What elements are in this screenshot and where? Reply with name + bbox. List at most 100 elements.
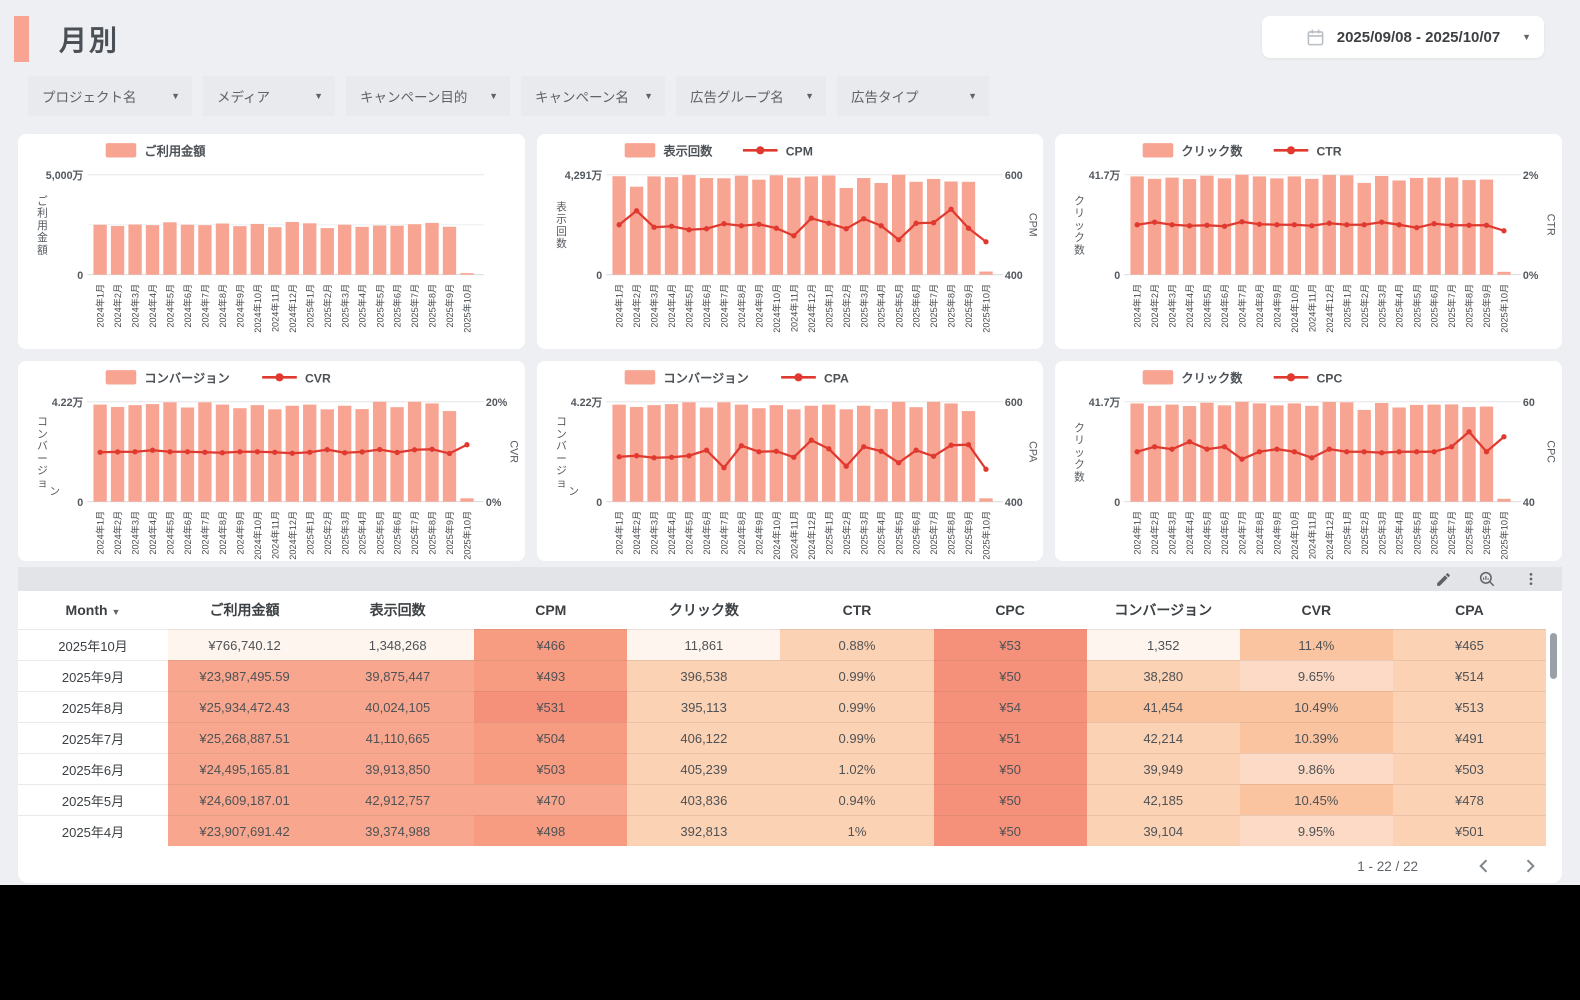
- cell-cpa: ¥514: [1392, 660, 1546, 691]
- svg-text:ョ: ョ: [37, 477, 48, 489]
- svg-text:2025年5月: 2025年5月: [1412, 511, 1423, 555]
- svg-text:2024年9月: 2024年9月: [1272, 511, 1283, 555]
- cell-ctr: 0.99%: [780, 660, 934, 691]
- svg-text:2025年5月: 2025年5月: [374, 284, 385, 328]
- filter-ad-group[interactable]: 広告グループ名 ▼: [676, 76, 826, 116]
- svg-text:2025年4月: 2025年4月: [1394, 511, 1405, 555]
- svg-text:2025年10月: 2025年10月: [1499, 284, 1510, 333]
- filter-project[interactable]: プロジェクト名 ▼: [28, 76, 192, 116]
- cell-impressions: 41,110,665: [321, 722, 475, 753]
- svg-text:2025年1月: 2025年1月: [304, 284, 315, 328]
- svg-text:2025年3月: 2025年3月: [858, 284, 869, 328]
- filter-campaign-name[interactable]: キャンペーン名 ▼: [521, 76, 665, 116]
- table-row: 2025年7月 ¥25,268,887.51 41,110,665 ¥504 406,1…: [18, 722, 1562, 753]
- svg-text:2024年3月: 2024年3月: [648, 511, 659, 555]
- column-header-cpm[interactable]: CPM: [535, 602, 567, 618]
- svg-text:2024年10月: 2024年10月: [771, 511, 782, 560]
- svg-text:2024年2月: 2024年2月: [112, 511, 123, 555]
- impressions-cpm-chart-plot: 表示回数 CPM 4,291万 0 600 400 CPM 表示回数 2024年1月 2024年2…: [556, 143, 1038, 333]
- column-header-ctr[interactable]: CTR: [842, 602, 872, 618]
- chevron-right-icon[interactable]: [1520, 856, 1540, 876]
- pagination: 1 - 22 / 22: [1357, 851, 1562, 881]
- svg-text:0: 0: [1115, 270, 1121, 282]
- clicks-cpc-chart: クリック数 CPC 41.7万 0 60 40 CPC クリック数 2024年1月 2024年2月…: [1055, 361, 1562, 561]
- svg-text:0: 0: [1115, 497, 1121, 509]
- column-header-cvr[interactable]: CVR: [1301, 602, 1332, 618]
- date-range-control[interactable]: 2025/09/08 - 2025/10/07 ▼: [1262, 16, 1544, 58]
- filter-label: 広告タイプ: [851, 90, 919, 105]
- svg-text:数: 数: [1074, 470, 1085, 483]
- dashboard: 月別 2025/09/08 - 2025/10/07 ▼ プロジェクト名 ▼ メディ…: [0, 0, 1580, 885]
- cell-conversions: 41,454: [1086, 691, 1240, 722]
- svg-text:2025年3月: 2025年3月: [339, 284, 350, 328]
- column-header-cost[interactable]: ご利用金額: [209, 602, 280, 618]
- cell-ctr: 1%: [780, 815, 934, 846]
- column-header-clicks[interactable]: クリック数: [668, 602, 739, 618]
- svg-text:クリック数: クリック数: [1182, 370, 1244, 385]
- svg-text:2024年7月: 2024年7月: [1237, 511, 1248, 555]
- svg-text:2024年10月: 2024年10月: [1289, 284, 1300, 333]
- filter-ad-type[interactable]: 広告タイプ ▼: [837, 76, 989, 116]
- svg-text:2025年3月: 2025年3月: [339, 511, 350, 555]
- svg-text:2025年9月: 2025年9月: [1481, 284, 1492, 328]
- chevron-left-icon[interactable]: [1474, 856, 1494, 876]
- cell-cpm: ¥531: [474, 691, 628, 722]
- cell-ctr: 1.02%: [780, 753, 934, 784]
- svg-text:2024年8月: 2024年8月: [736, 511, 747, 555]
- more-options-icon[interactable]: [1522, 570, 1540, 588]
- filter-campaign-objective[interactable]: キャンペーン目的 ▼: [346, 76, 510, 116]
- svg-text:2024年5月: 2024年5月: [683, 511, 694, 555]
- svg-text:2025年4月: 2025年4月: [875, 284, 886, 328]
- svg-text:2024年6月: 2024年6月: [1219, 284, 1230, 328]
- svg-text:2025年2月: 2025年2月: [322, 511, 333, 555]
- svg-text:ジ: ジ: [37, 465, 48, 477]
- cell-impressions: 39,875,447: [321, 660, 475, 691]
- svg-text:CTR: CTR: [1317, 144, 1342, 158]
- column-header-cpc[interactable]: CPC: [995, 602, 1025, 618]
- svg-text:2025年1月: 2025年1月: [1342, 284, 1353, 328]
- svg-text:2024年5月: 2024年5月: [1202, 284, 1213, 328]
- svg-text:2024年5月: 2024年5月: [683, 284, 694, 328]
- svg-text:数: 数: [556, 237, 567, 250]
- sort-desc-icon: ▼: [111, 607, 121, 617]
- svg-text:2024年1月: 2024年1月: [613, 284, 624, 328]
- svg-text:2024年12月: 2024年12月: [1324, 511, 1335, 560]
- pagination-label: 1 - 22 / 22: [1357, 858, 1418, 874]
- filter-media[interactable]: メディア ▼: [203, 76, 335, 116]
- svg-text:2024年8月: 2024年8月: [1254, 284, 1265, 328]
- svg-text:リ: リ: [1074, 208, 1085, 220]
- table-scrollbar[interactable]: [1550, 633, 1557, 679]
- cell-cvr: 9.65%: [1239, 660, 1393, 691]
- svg-text:2024年4月: 2024年4月: [1184, 511, 1195, 555]
- svg-text:2024年10月: 2024年10月: [252, 284, 263, 333]
- cell-clicks: 11,861: [627, 629, 781, 660]
- svg-text:4.22万: 4.22万: [52, 397, 84, 409]
- cell-ctr: 0.99%: [780, 722, 934, 753]
- svg-text:2025年9月: 2025年9月: [444, 284, 455, 328]
- svg-text:2024年11月: 2024年11月: [788, 284, 799, 332]
- svg-text:2024年9月: 2024年9月: [753, 511, 764, 555]
- cell-cost: ¥766,740.12: [168, 629, 322, 660]
- svg-text:2024年12月: 2024年12月: [287, 511, 298, 560]
- cell-cost: ¥24,495,165.81: [168, 753, 322, 784]
- svg-text:2024年9月: 2024年9月: [753, 284, 764, 328]
- column-header-cpa[interactable]: CPA: [1455, 602, 1484, 618]
- table-row: 2025年9月 ¥23,987,495.59 39,875,447 ¥493 396,5…: [18, 660, 1562, 691]
- column-header-impressions[interactable]: 表示回数: [369, 602, 426, 618]
- cell-conversions: 1,352: [1086, 629, 1240, 660]
- svg-text:2024年1月: 2024年1月: [1132, 284, 1143, 328]
- column-header-month[interactable]: Month ▼: [65, 602, 121, 618]
- page-header: 月別: [0, 0, 1580, 64]
- cell-cvr: 11.4%: [1239, 629, 1393, 660]
- cell-cpm: ¥493: [474, 660, 628, 691]
- edit-icon[interactable]: [1434, 570, 1452, 588]
- column-header-conversions[interactable]: コンバージョン: [1114, 602, 1213, 618]
- svg-text:2024年5月: 2024年5月: [165, 284, 176, 328]
- page-title: 月別: [59, 25, 120, 56]
- filter-bar: プロジェクト名 ▼ メディア ▼ キャンペーン目的 ▼ キャンペーン名 ▼ 広告グループ名 ▼ 広告…: [28, 76, 1580, 116]
- svg-text:2025年7月: 2025年7月: [928, 284, 939, 328]
- explore-icon[interactable]: [1478, 570, 1496, 588]
- cell-clicks: 395,113: [627, 691, 781, 722]
- filter-label: キャンペーン目的: [360, 90, 468, 105]
- svg-text:2025年8月: 2025年8月: [945, 284, 956, 328]
